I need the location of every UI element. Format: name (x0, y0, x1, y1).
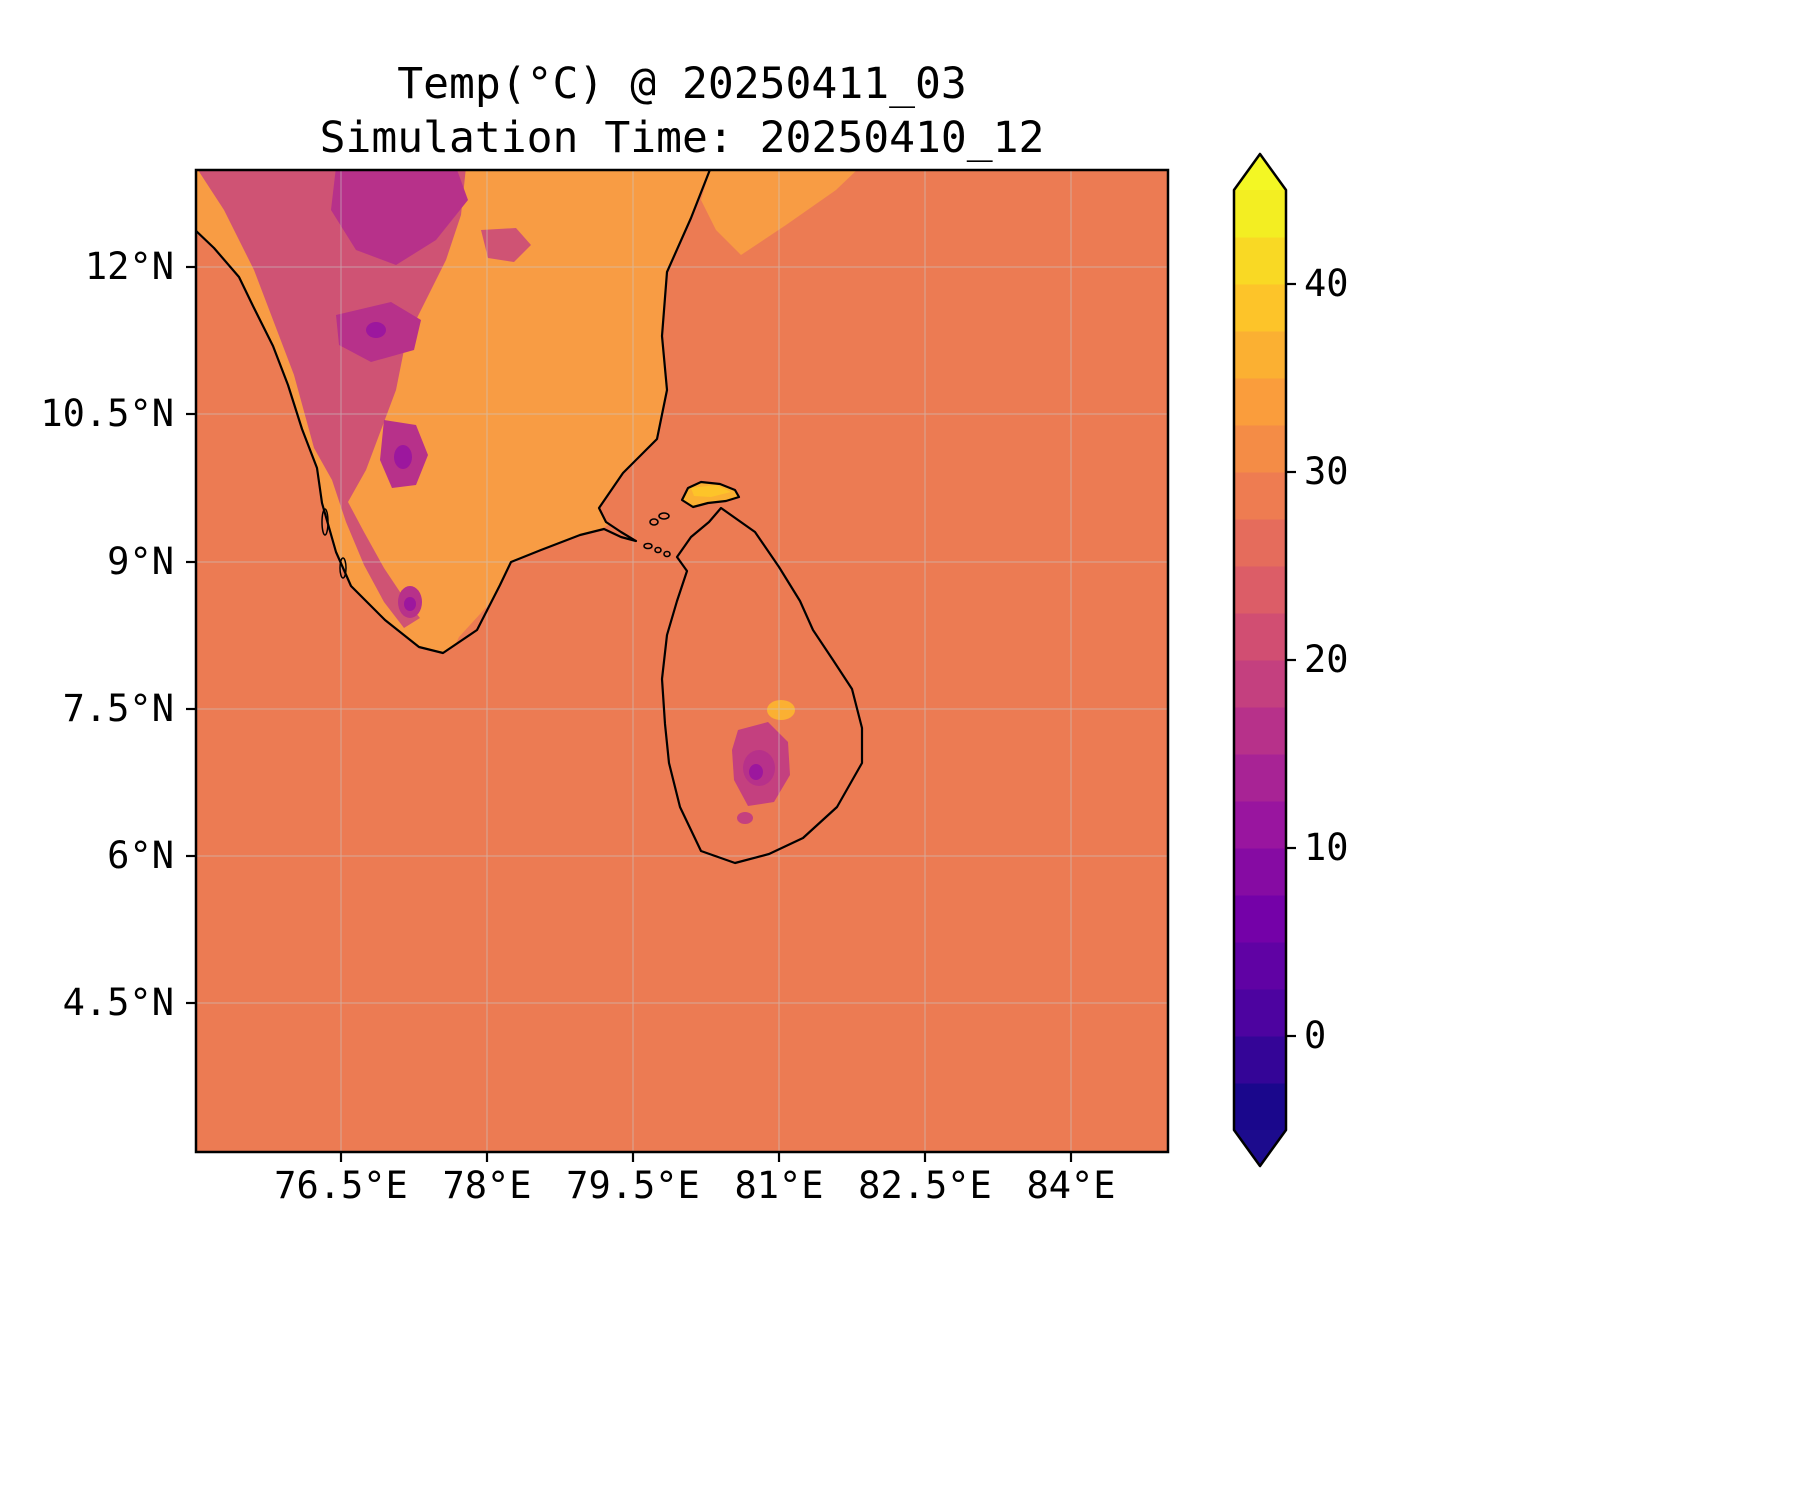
y-tick-label: 6°N (107, 834, 174, 877)
colorbar-segment (1234, 331, 1286, 379)
colorbar-tick-label: 10 (1304, 826, 1349, 869)
colorbar-segment (1234, 848, 1286, 896)
colorbar-outline (1232, 152, 1288, 1168)
colorbar-segment (1234, 472, 1286, 520)
plot-subtitle: Simulation Time: 20250410_12 (319, 113, 1045, 163)
colorbar-tick-label: 30 (1304, 450, 1349, 493)
colorbar-segment (1234, 613, 1286, 661)
kerala-lagoons (321, 508, 347, 579)
x-tick-label: 82.5°E (858, 1164, 992, 1207)
colorbar-segment (1234, 237, 1286, 285)
colorbar-segment (1234, 519, 1286, 567)
y-tick-label: 4.5°N (62, 981, 174, 1024)
colorbar-segment (1234, 284, 1286, 332)
ghats-coldest-spot (404, 597, 416, 611)
colorbar-segment (1234, 425, 1286, 473)
x-tick-label: 81°E (734, 1164, 824, 1207)
x-tick-label: 76.5°E (274, 1164, 408, 1207)
y-tick-label: 9°N (107, 540, 174, 583)
small-islands (643, 512, 671, 558)
x-tick-label: 78°E (442, 1164, 532, 1207)
colorbar-segment (1234, 1036, 1286, 1084)
colorbar-segment (1234, 989, 1286, 1037)
axis-ticks (186, 265, 1073, 1162)
coastlines (196, 170, 864, 865)
ghats-coldest-spot (366, 322, 386, 338)
plot-frame (194, 168, 1170, 1154)
colorbar-segment (1234, 707, 1286, 755)
colorbar-segments (1234, 190, 1286, 1131)
x-tick-label: 84°E (1026, 1164, 1116, 1207)
sri-lanka-coastline (660, 506, 864, 865)
map-plot (186, 168, 1170, 1162)
ghats-cold-blob (331, 170, 468, 265)
colorbar-segment (1234, 895, 1286, 943)
jaffna-coastline (680, 480, 741, 509)
colorbar-ticks (1286, 282, 1296, 1038)
colorbar-segment (1234, 801, 1286, 849)
colorbar (1232, 152, 1296, 1168)
y-tick-label: 12°N (84, 245, 174, 288)
colorbar-segment (1234, 378, 1286, 426)
x-tick-label: 79.5°E (566, 1164, 700, 1207)
jaffna-hot-sliver (691, 485, 731, 497)
lanka-warm-spot (767, 700, 795, 720)
colorbar-segment (1234, 190, 1286, 238)
colorbar-under-arrow (1234, 1130, 1286, 1166)
colorbar-segment (1234, 660, 1286, 708)
colorbar-segment (1234, 942, 1286, 990)
colorbar-tick-label: 40 (1304, 262, 1349, 305)
y-tick-label: 7.5°N (62, 687, 174, 730)
ghats-cool-region (196, 170, 466, 628)
plot-title: Temp(°C) @ 20250411_03 (397, 59, 967, 109)
ghats-coldest-spot (394, 445, 412, 469)
graticule (196, 170, 1168, 1152)
colorbar-segment (1234, 754, 1286, 802)
colorbar-over-arrow (1234, 154, 1286, 190)
colorbar-tick-label: 0 (1304, 1014, 1327, 1057)
colorbar-segment (1234, 1083, 1286, 1131)
lanka-coldest-spot (749, 764, 763, 780)
colorbar-tick-label: 20 (1304, 638, 1349, 681)
hills-cool-spot (481, 228, 531, 262)
lanka-cool-dot (737, 812, 753, 824)
india-coastline (196, 170, 712, 655)
colorbar-segment (1234, 566, 1286, 614)
y-tick-label: 10.5°N (40, 392, 174, 435)
